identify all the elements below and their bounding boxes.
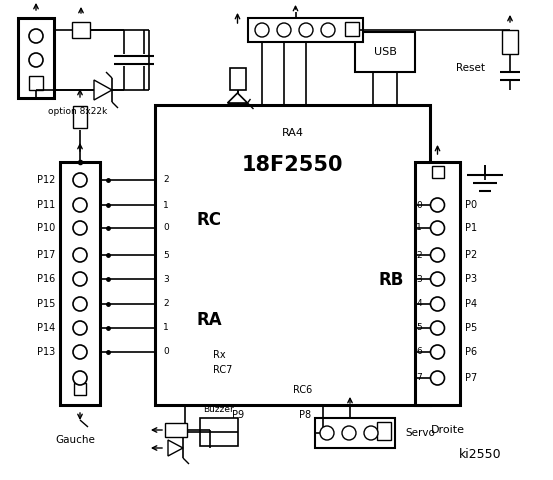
Circle shape xyxy=(430,321,445,335)
Text: P13: P13 xyxy=(36,347,55,357)
Polygon shape xyxy=(227,93,248,103)
Text: 1: 1 xyxy=(163,201,169,209)
Bar xyxy=(18,18,54,98)
Bar xyxy=(355,32,415,72)
Text: 4: 4 xyxy=(416,300,422,309)
Circle shape xyxy=(342,426,356,440)
Text: RA4: RA4 xyxy=(281,128,304,138)
Circle shape xyxy=(430,297,445,311)
Text: 5: 5 xyxy=(416,324,422,333)
Text: 5: 5 xyxy=(163,251,169,260)
Circle shape xyxy=(321,23,335,37)
Text: ki2550: ki2550 xyxy=(458,448,502,461)
Text: RC7: RC7 xyxy=(213,365,232,375)
Circle shape xyxy=(430,221,445,235)
Text: 2: 2 xyxy=(163,176,169,184)
Bar xyxy=(29,76,43,90)
Circle shape xyxy=(430,345,445,359)
Text: RA: RA xyxy=(197,311,223,329)
Circle shape xyxy=(73,297,87,311)
Text: P15: P15 xyxy=(36,299,55,309)
Circle shape xyxy=(73,173,87,187)
Text: P11: P11 xyxy=(36,200,55,210)
Text: 1: 1 xyxy=(416,224,422,232)
Text: Buzzer: Buzzer xyxy=(204,406,234,415)
Text: P7: P7 xyxy=(465,373,477,383)
Text: P16: P16 xyxy=(36,274,55,284)
Text: P14: P14 xyxy=(36,323,55,333)
Text: RC: RC xyxy=(197,211,222,229)
Text: P10: P10 xyxy=(36,223,55,233)
Text: P6: P6 xyxy=(465,347,477,357)
Bar xyxy=(229,68,246,90)
Text: RB: RB xyxy=(378,271,403,289)
Circle shape xyxy=(255,23,269,37)
Circle shape xyxy=(73,198,87,212)
Text: P8: P8 xyxy=(299,410,311,420)
Bar xyxy=(315,418,395,448)
Bar xyxy=(60,162,100,405)
Text: Gauche: Gauche xyxy=(55,435,95,445)
Text: 3: 3 xyxy=(416,275,422,284)
Text: 0: 0 xyxy=(416,201,422,209)
Text: 0: 0 xyxy=(163,348,169,357)
Bar xyxy=(415,162,460,405)
Circle shape xyxy=(430,248,445,262)
Bar xyxy=(165,423,187,437)
Text: 3: 3 xyxy=(163,275,169,284)
Text: option 8x22k: option 8x22k xyxy=(48,108,108,117)
Text: Droite: Droite xyxy=(430,425,465,435)
Text: USB: USB xyxy=(374,47,397,57)
Text: 0: 0 xyxy=(163,224,169,232)
Circle shape xyxy=(73,272,87,286)
Text: P5: P5 xyxy=(465,323,477,333)
Text: 2: 2 xyxy=(416,251,422,260)
Bar xyxy=(200,418,238,446)
Bar xyxy=(72,22,90,38)
Text: Servo: Servo xyxy=(405,428,435,438)
Text: P1: P1 xyxy=(465,223,477,233)
Text: P4: P4 xyxy=(465,299,477,309)
Circle shape xyxy=(73,221,87,235)
Text: 7: 7 xyxy=(416,373,422,383)
Polygon shape xyxy=(168,440,183,456)
Circle shape xyxy=(73,371,87,385)
Bar xyxy=(73,106,87,128)
Bar xyxy=(431,166,444,178)
Bar xyxy=(248,18,363,42)
Text: RC6: RC6 xyxy=(293,385,312,395)
Circle shape xyxy=(430,272,445,286)
Circle shape xyxy=(430,198,445,212)
Text: P17: P17 xyxy=(36,250,55,260)
Circle shape xyxy=(364,426,378,440)
Circle shape xyxy=(430,371,445,385)
Circle shape xyxy=(277,23,291,37)
Text: P9: P9 xyxy=(232,410,244,420)
Text: P2: P2 xyxy=(465,250,477,260)
Text: 1: 1 xyxy=(163,324,169,333)
Text: P0: P0 xyxy=(465,200,477,210)
Polygon shape xyxy=(94,80,112,100)
Circle shape xyxy=(73,321,87,335)
Text: P12: P12 xyxy=(36,175,55,185)
Text: 2: 2 xyxy=(163,300,169,309)
Bar xyxy=(345,22,359,36)
Text: Rx: Rx xyxy=(213,350,226,360)
Text: Reset: Reset xyxy=(456,63,485,73)
Bar xyxy=(502,30,518,54)
Circle shape xyxy=(299,23,313,37)
Circle shape xyxy=(29,29,43,43)
Bar xyxy=(377,422,391,440)
Bar xyxy=(74,383,86,395)
Circle shape xyxy=(320,426,334,440)
Circle shape xyxy=(73,345,87,359)
Text: 6: 6 xyxy=(416,348,422,357)
Text: 18F2550: 18F2550 xyxy=(242,155,343,175)
Text: P3: P3 xyxy=(465,274,477,284)
Circle shape xyxy=(29,53,43,67)
Bar xyxy=(155,105,430,405)
Circle shape xyxy=(73,248,87,262)
